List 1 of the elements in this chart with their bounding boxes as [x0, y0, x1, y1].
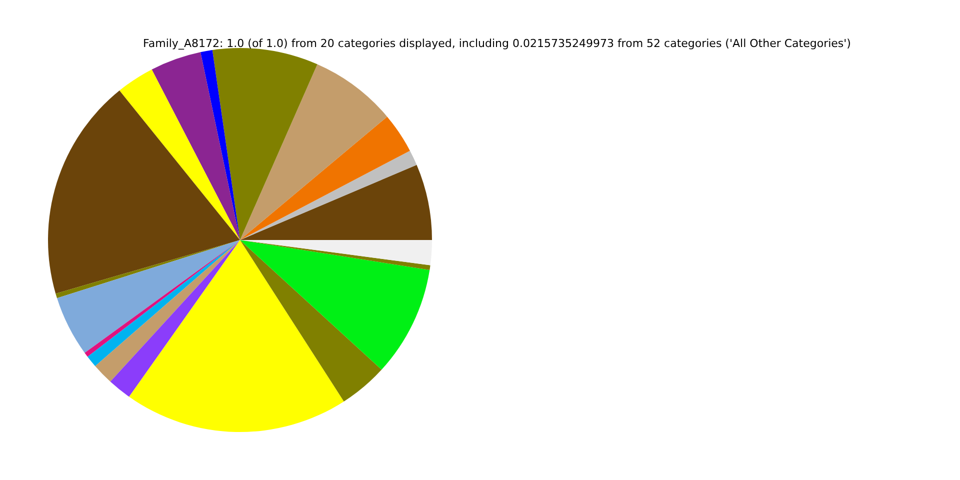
text: Family_A8172: 1.0 (of 1.0) from 20 categories displayed, including 0.0215735249973 from 52 categories ('All Other Categories') [143, 37, 851, 50]
